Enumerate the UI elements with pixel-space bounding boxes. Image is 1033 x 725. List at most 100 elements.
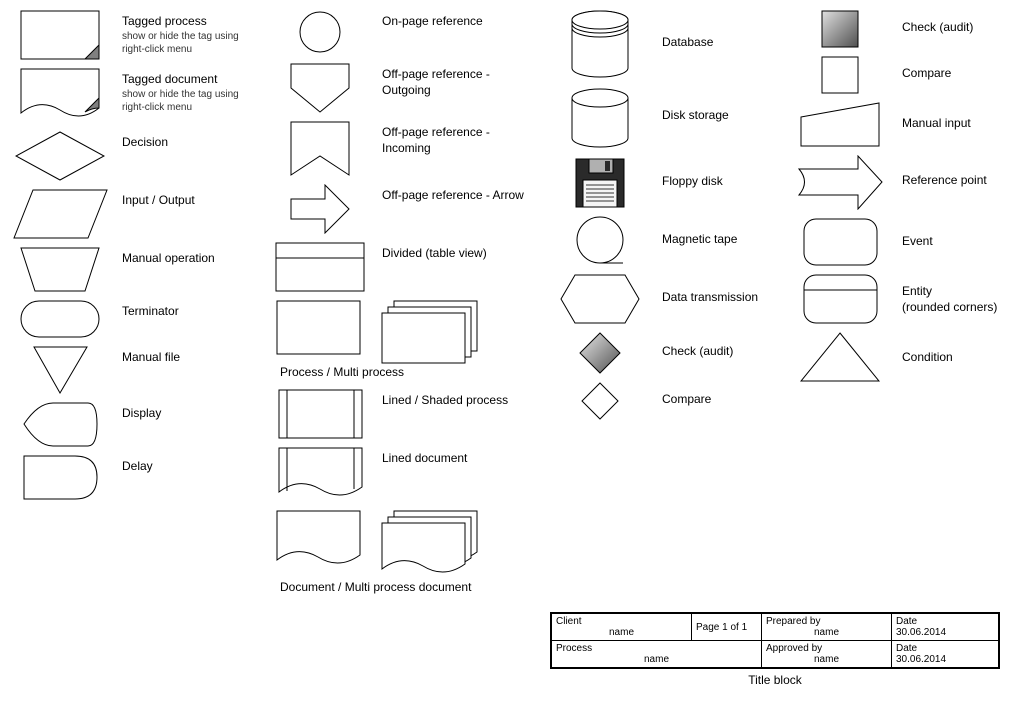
label: Reference point [902,173,987,189]
offpage-arrow: Off-page reference - Arrow [270,184,540,234]
label: Off-page reference - Incoming [382,125,540,156]
col3: Database Disk storage [550,10,780,604]
label: Disk storage [662,108,729,124]
magtape-icon [550,216,650,266]
compare-icon [550,382,650,420]
tb-prepared: Prepared by [766,616,820,627]
multi-process-icon [381,300,481,365]
label: Delay [122,459,153,475]
label: Process / Multi process [270,365,540,379]
label: Magnetic tape [662,232,737,248]
ref-point: Reference point [790,155,1033,210]
label: Manual operation [122,251,215,267]
title-block: Clientname Page 1 of 1 Prepared byname D… [550,612,1000,669]
divided-icon [270,242,370,292]
event: Event [790,218,1033,266]
multi-document-icon [381,510,481,580]
manual-op: Manual operation [10,247,260,292]
document-icon [276,510,361,570]
offpage-in: Off-page reference - Incoming [270,121,540,176]
compare2-icon [790,56,890,94]
onpage-ref: On-page reference [270,10,540,55]
check-audit2: Check (audit) [790,10,1033,48]
delay: Delay [10,455,260,500]
data-trans-icon [550,274,650,324]
tb-process-name: name [556,654,757,665]
tb-date1: 30.06.2014 [896,627,946,638]
label: Display [122,406,161,422]
tb-process: Process [556,643,592,654]
decision: Decision [10,131,260,181]
tb-page: Page 1 of 1 [696,622,747,633]
ref-point-icon [790,155,890,210]
tb-date-label1: Date [896,616,917,627]
compare2: Compare [790,56,1033,94]
check-audit: Check (audit) [550,332,780,374]
label: Terminator [122,304,179,320]
tagged-process: Tagged processshow or hide the tag using… [10,10,260,60]
label: Off-page reference - Arrow [382,188,524,204]
sublabel: show or hide the tag using right-click m… [122,30,260,56]
label: Tagged document [122,72,260,88]
process-icon [276,300,361,355]
sublabel: show or hide the tag using right-click m… [122,88,260,114]
disk-storage: Disk storage [550,88,780,150]
col2: On-page reference Off-page reference - O… [270,10,540,604]
label: Lined document [382,451,467,467]
compare: Compare [550,382,780,420]
io-icon [10,189,110,239]
label: Condition [902,350,953,366]
event-icon [790,218,890,266]
lined-process: Lined / Shaded process [270,389,540,439]
label: Lined / Shaded process [382,393,508,409]
process-multi: Process / Multi process [270,300,540,379]
doc-multi: Document / Multi process document [270,510,540,594]
label: Event [902,234,933,250]
col1: Tagged processshow or hide the tag using… [10,10,260,604]
label: Compare [662,392,711,408]
entity-icon [790,274,890,324]
terminator-icon [10,300,110,338]
tagged-process-icon [10,10,110,60]
offpage-in-icon [270,121,370,176]
tb-client: Client [556,616,582,627]
floppy: Floppy disk [550,158,780,208]
label: Database [662,35,713,51]
data-trans: Data transmission [550,274,780,324]
label: Divided (table view) [382,246,487,262]
tb-date-label2: Date [896,643,917,654]
condition: Condition [790,332,1033,382]
label: Manual input [902,116,971,132]
offpage-arrow-icon [270,184,370,234]
delay-icon [10,455,110,500]
title-block-caption: Title block [550,673,1000,687]
title-block-container: Clientname Page 1 of 1 Prepared byname D… [550,612,1000,687]
display-icon [10,402,110,447]
label: Check (audit) [662,344,733,360]
lined-process-icon [270,389,370,439]
magtape: Magnetic tape [550,216,780,266]
lined-document-icon [270,447,370,502]
tb-approved-name: name [766,654,887,665]
label: Input / Output [122,193,195,209]
label: Manual file [122,350,180,366]
tagged-document: Tagged documentshow or hide the tag usin… [10,68,260,123]
disk-storage-icon [550,88,650,150]
manual-file-icon [10,346,110,394]
lined-document: Lined document [270,447,540,502]
tb-prepared-name: name [766,627,887,638]
label: Off-page reference - Outgoing [382,67,540,98]
tb-client-name: name [556,627,687,638]
terminator: Terminator [10,300,260,338]
label: Decision [122,135,168,151]
label: On-page reference [382,14,483,30]
floppy-icon [550,158,650,208]
label: Compare [902,66,951,82]
io: Input / Output [10,189,260,239]
offpage-out-icon [270,63,370,113]
check-audit2-icon [790,10,890,48]
label: Tagged process [122,14,260,30]
check-audit-icon [550,332,650,374]
manual-file: Manual file [10,346,260,394]
label: Floppy disk [662,174,723,190]
